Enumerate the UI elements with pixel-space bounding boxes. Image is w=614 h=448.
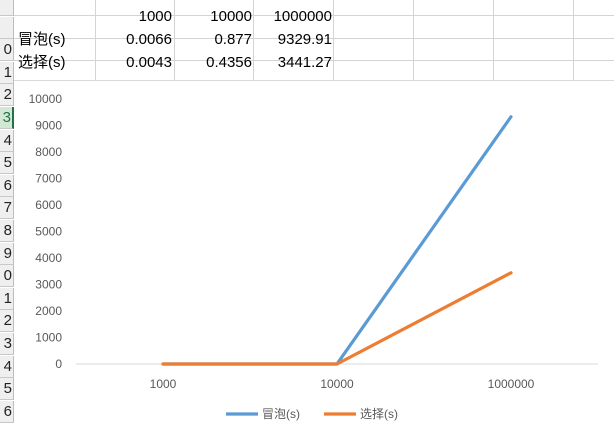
grid-row (14, 17, 614, 39)
selection-value-10000[interactable]: 0.4356 (206, 54, 252, 71)
column-gridline (573, 0, 574, 88)
line-chart[interactable]: 0 1000 2000 3000 4000 5000 6000 7000 8000 9000 100… (14, 80, 614, 443)
bubble-value-1000000[interactable]: 9329.91 (277, 31, 332, 48)
column-gridline (333, 0, 334, 88)
x-tick-label: 1000 (150, 377, 177, 391)
series-line-2 (161, 271, 513, 366)
selection-value-1000000[interactable]: 3441.27 (277, 54, 332, 71)
y-tick-label: 4000 (35, 251, 62, 265)
grid-row (14, 39, 614, 62)
row-header[interactable]: 2 (0, 84, 14, 107)
row-header[interactable]: 1 (0, 287, 14, 310)
row-header[interactable]: 2 (0, 310, 14, 333)
column-gridline (174, 0, 175, 88)
y-tick-label: 3000 (35, 278, 62, 292)
row-header[interactable]: 7 (0, 197, 14, 220)
row-header[interactable]: 9 (0, 242, 14, 265)
row-header[interactable]: 5 (0, 152, 14, 175)
row-label-bubble[interactable]: 冒泡(s) (18, 31, 66, 48)
y-tick-label: 10000 (29, 92, 63, 106)
x-tick-label: 10000 (320, 377, 354, 391)
row-header[interactable]: 0 (0, 39, 14, 62)
row-header[interactable]: 8 (0, 220, 14, 242)
series-line-1 (161, 115, 513, 366)
grid-row (14, 0, 614, 16)
header-cell-3[interactable]: 1000000 (273, 8, 332, 25)
y-tick-label: 9000 (35, 119, 62, 133)
row-header[interactable]: 1 (0, 61, 14, 84)
row-header[interactable]: 6 (0, 174, 14, 197)
y-tick-label: 6000 (35, 198, 62, 212)
y-tick-label: 1000 (35, 331, 62, 345)
y-tick-label: 5000 (35, 225, 62, 239)
row-header[interactable] (0, 0, 14, 16)
row-header[interactable] (0, 16, 14, 39)
row-header[interactable]: 4 (0, 355, 14, 378)
column-gridline (253, 0, 254, 88)
row-label-selection[interactable]: 选择(s) (18, 54, 66, 71)
header-cell-2[interactable]: 10000 (210, 8, 252, 25)
y-tick-label: 2000 (35, 304, 62, 318)
column-gridline (413, 0, 414, 88)
header-cell-1[interactable]: 1000 (138, 8, 172, 25)
bubble-value-10000[interactable]: 0.877 (214, 31, 252, 48)
row-header[interactable]: 0 (0, 265, 14, 288)
row-header[interactable]: 5 (0, 378, 14, 401)
selection-value-1000[interactable]: 0.0043 (126, 54, 172, 71)
bubble-value-1000[interactable]: 0.0066 (126, 31, 172, 48)
row-header[interactable]: 4 (0, 129, 14, 152)
row-header[interactable]: 3 (0, 333, 14, 355)
y-tick-label: 7000 (35, 172, 62, 186)
column-gridline (493, 0, 494, 88)
chart-canvas: 0 1000 2000 3000 4000 5000 6000 7000 8000 9000 100… (29, 92, 598, 421)
x-tick-label: 1000000 (488, 377, 535, 391)
column-gridline (95, 0, 96, 88)
y-tick-label: 8000 (35, 145, 62, 159)
row-header[interactable]: 6 (0, 400, 14, 423)
y-tick-label: 0 (55, 357, 62, 371)
legend-label-1: 冒泡(s) (262, 407, 300, 421)
row-header[interactable]: 3 (0, 107, 14, 129)
legend-label-2: 选择(s) (360, 407, 398, 421)
